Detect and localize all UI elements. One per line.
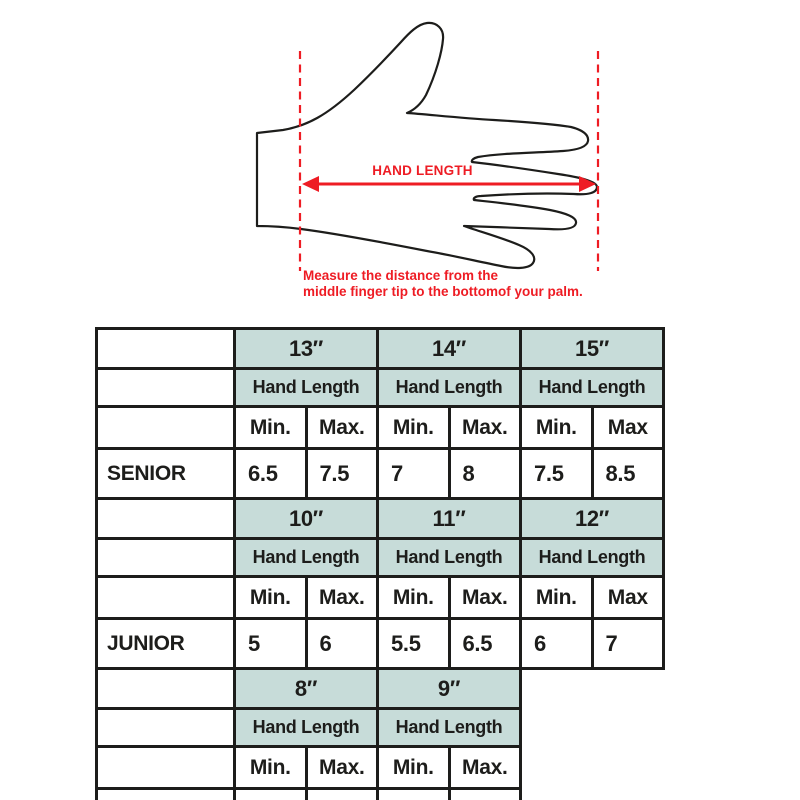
minmax-header-cell: Min.	[376, 405, 451, 450]
hand-length-subheader-cell: Hand Length	[233, 367, 379, 408]
value-cell: 7.5	[304, 447, 379, 500]
value-cell: 7	[376, 447, 451, 500]
minmax-header-cell: Max	[590, 405, 665, 450]
size-header-cell: 15″	[519, 327, 665, 370]
hand-length-subheader-cell: Hand Length	[233, 707, 379, 748]
hand-outline-illustration	[255, 21, 599, 270]
minmax-header-cell: Max.	[447, 745, 522, 790]
minmax-header-cell: Min.	[233, 745, 308, 790]
minmax-header-cell: Max.	[304, 745, 379, 790]
hand-length-subheader-cell: Hand Length	[519, 367, 665, 408]
hand-length-label: HAND LENGTH	[372, 163, 473, 178]
minmax-header-cell: Max.	[447, 575, 522, 620]
sizing-tables: 13″ 14″ 15″ Hand Length Hand Length Hand…	[95, 327, 665, 800]
minmax-header-cell: Min.	[233, 405, 308, 450]
size-header-cell: 9″	[376, 667, 522, 710]
value-cell: 6.5	[233, 447, 308, 500]
value-cell: 8.5	[590, 447, 665, 500]
size-header-cell: 11″	[376, 497, 522, 540]
row-label-junior: JUNIOR	[95, 617, 236, 670]
hand-length-subheader-cell: Hand Length	[376, 537, 522, 578]
size-header-cell: 8″	[233, 667, 379, 710]
measure-caption: Measure the distance from the middle fin…	[303, 268, 583, 299]
value-cell: 4.5	[376, 787, 451, 800]
size-header-cell: 12″	[519, 497, 665, 540]
youth-table: 8″ 9″ Hand Length Hand Length Min. Max. …	[95, 667, 522, 800]
minmax-header-cell: Min.	[376, 575, 451, 620]
ghost-cell	[95, 405, 236, 450]
arrowhead-right-icon	[579, 176, 596, 192]
hand-length-subheader-cell: Hand Length	[376, 707, 522, 748]
minmax-header-cell: Max	[590, 575, 665, 620]
minmax-header-cell: Min.	[519, 405, 594, 450]
value-cell: 7.5	[519, 447, 594, 500]
ghost-cell	[95, 667, 236, 710]
value-cell: 7	[590, 617, 665, 670]
minmax-header-cell: Min.	[376, 745, 451, 790]
ghost-cell	[95, 497, 236, 540]
size-header-cell: 10″	[233, 497, 379, 540]
ghost-cell	[95, 537, 236, 578]
minmax-header-cell: Max.	[447, 405, 522, 450]
ghost-cell	[95, 745, 236, 790]
minmax-header-cell: Max.	[304, 575, 379, 620]
junior-table: 10″ 11″ 12″ Hand Length Hand Length Hand…	[95, 497, 665, 670]
value-cell: 5.5	[376, 617, 451, 670]
ghost-cell	[95, 327, 236, 370]
ghost-cell	[95, 367, 236, 408]
minmax-header-cell: Min.	[233, 575, 308, 620]
minmax-header-cell: Max.	[304, 405, 379, 450]
minmax-header-cell: Min.	[519, 575, 594, 620]
ghost-cell	[95, 575, 236, 620]
size-header-cell: 14″	[376, 327, 522, 370]
value-cell: 5	[233, 617, 308, 670]
value-cell: 6	[304, 617, 379, 670]
measure-caption-line2: middle finger tip to the bottomof your p…	[303, 283, 583, 299]
ghost-cell	[95, 707, 236, 748]
arrowhead-left-icon	[302, 176, 319, 192]
value-cell: 5	[304, 787, 379, 800]
senior-table: 13″ 14″ 15″ Hand Length Hand Length Hand…	[95, 327, 665, 500]
hand-length-subheader-cell: Hand Length	[233, 537, 379, 578]
hand-measure-diagram	[255, 21, 600, 271]
row-label-youth: YOUTH	[95, 787, 236, 800]
value-cell: 5.5	[447, 787, 522, 800]
value-cell: 6	[519, 617, 594, 670]
value-cell: 8	[447, 447, 522, 500]
row-label-senior: SENIOR	[95, 447, 236, 500]
value-cell: 4	[233, 787, 308, 800]
size-header-cell: 13″	[233, 327, 379, 370]
hand-length-subheader-cell: Hand Length	[519, 537, 665, 578]
hand-length-subheader-cell: Hand Length	[376, 367, 522, 408]
measure-caption-line1: Measure the distance from the	[303, 268, 499, 283]
value-cell: 6.5	[447, 617, 522, 670]
